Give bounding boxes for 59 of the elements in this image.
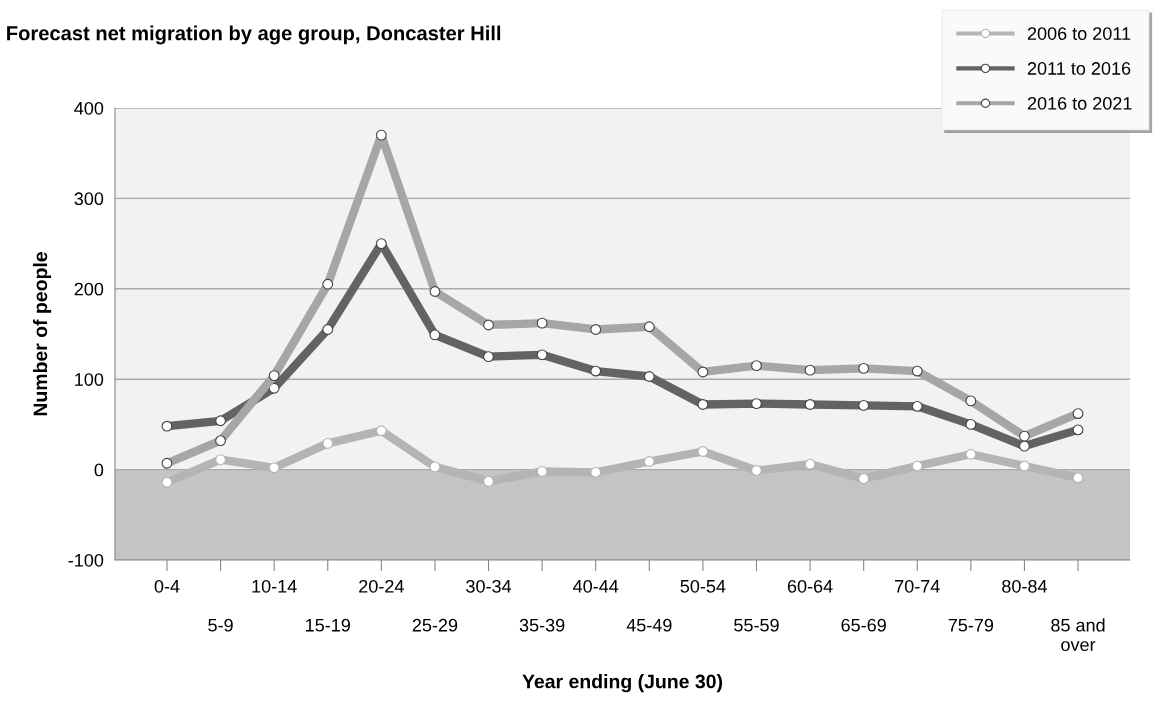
y-tick-label: 0 (94, 463, 104, 477)
point (751, 398, 762, 410)
point (483, 351, 494, 363)
point (911, 400, 923, 412)
x-tick-label: 20-24 (359, 579, 404, 593)
point (536, 349, 548, 361)
point (161, 476, 173, 488)
x-tick-label: 40-44 (573, 579, 619, 593)
legend-label: 2006 to 2011 (1027, 27, 1131, 40)
x-tick-label: 0-4 (154, 579, 180, 593)
legend-label: 2011 to 2016 (1027, 62, 1131, 75)
x-tick-label: 75-79 (948, 618, 994, 632)
x-tick-label: 35-39 (519, 618, 565, 632)
point (536, 465, 548, 477)
x-tick-label: 65-69 (841, 618, 886, 632)
point (215, 415, 226, 427)
y-tick-label: 400 (74, 101, 104, 115)
point (1019, 460, 1030, 472)
x-tick-label: 60-64 (787, 579, 833, 593)
x-axis-title: Year ending (June 30) (522, 674, 723, 693)
legend-label: 2016 to 2021 (1027, 96, 1132, 110)
chart-title: Forecast net migration by age group, Doncaster Hill (7, 25, 501, 45)
point (965, 418, 977, 430)
x-tick-label: 55-59 (734, 618, 779, 632)
point (322, 324, 334, 335)
point (268, 382, 280, 394)
point (1019, 440, 1030, 452)
point (483, 475, 494, 487)
point (215, 454, 226, 466)
x-tick-label: 30-34 (466, 579, 512, 593)
x-tick-label: 5-9 (208, 618, 233, 632)
x-tick-label: 85 and over (1051, 618, 1105, 652)
point (751, 465, 762, 476)
point (322, 437, 334, 449)
x-tick-label: 25-29 (412, 618, 458, 632)
point (1072, 424, 1084, 436)
y-tick-label: 200 (74, 282, 104, 296)
y-tick-label: -100 (68, 553, 104, 567)
point (804, 458, 816, 470)
x-tick-label: 50-54 (680, 579, 726, 593)
point (697, 399, 709, 410)
y-tick-label: 300 (74, 192, 104, 206)
point (375, 238, 387, 250)
point (1072, 472, 1084, 484)
point (697, 446, 709, 457)
point (429, 329, 441, 341)
point (429, 461, 441, 473)
x-tick-label: 10-14 (252, 579, 297, 593)
x-tick-label: 45-49 (626, 618, 672, 632)
x-tick-label: 70-74 (895, 579, 940, 593)
point (161, 420, 173, 432)
point (590, 365, 602, 377)
x-tick-label: 15-19 (306, 618, 350, 632)
point (643, 371, 655, 382)
point (804, 399, 816, 410)
y-axis-title: Number of people (32, 252, 52, 416)
point (858, 400, 870, 411)
x-tick-label: 80-84 (1002, 579, 1047, 593)
y-tick-label: 100 (75, 373, 104, 386)
